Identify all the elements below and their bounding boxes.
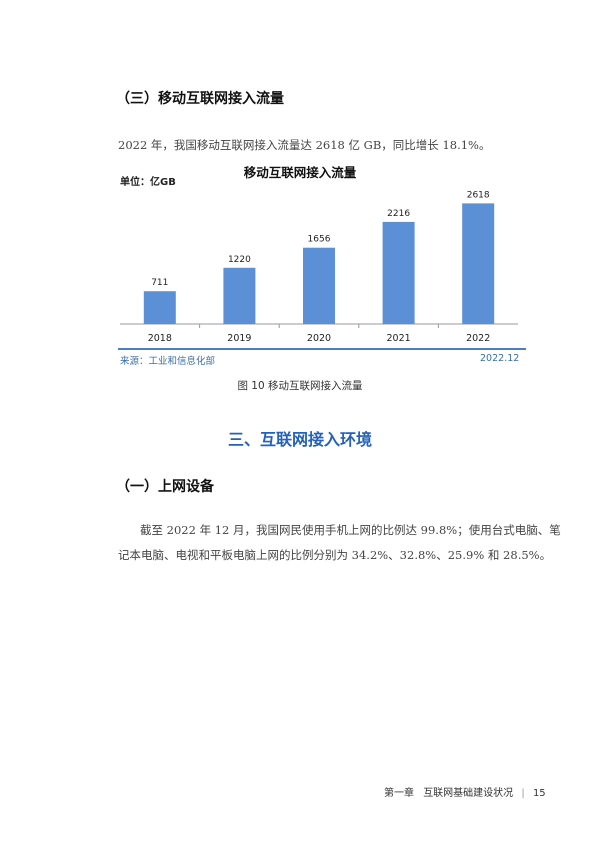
footer-chapter-title: 互联网基础建设状况 <box>423 788 514 799</box>
chart-unit-label: 单位：亿GB <box>120 177 176 188</box>
x-tick-label-2020: 2020 <box>307 333 331 344</box>
x-tick-label-2022: 2022 <box>466 333 490 344</box>
bar-chart: 711 2018 1220 2019 1656 2020 2216 2021 2618 2022 <box>120 190 518 344</box>
subsection-heading-devices: （一）上网设备 <box>116 479 214 495</box>
chart-date: 2022.12 <box>480 353 520 364</box>
footer-separator: | <box>521 788 525 799</box>
data-label-2022: 2618 <box>467 190 490 200</box>
footer-page-number: 15 <box>532 788 546 799</box>
chart-source: 来源：工业和信息化部 <box>120 356 216 367</box>
bar-2018 <box>143 291 176 324</box>
chart-title: 移动互联网接入流量 <box>243 165 357 180</box>
figure-caption: 图 10 移动互联网接入流量 <box>237 380 363 392</box>
x-tick-label-2019: 2019 <box>227 333 251 344</box>
data-label-2021: 2216 <box>387 209 410 219</box>
x-tick-label-2018: 2018 <box>148 333 172 344</box>
bar-2020 <box>303 247 335 324</box>
bar-2022 <box>462 203 495 324</box>
bar-2021 <box>382 221 415 324</box>
subsection-heading-mobile-traffic: （三）移动互联网接入流量 <box>116 91 284 107</box>
section-heading-access-environment: 三、互联网接入环境 <box>227 430 372 449</box>
data-label-2018: 711 <box>151 278 168 288</box>
paragraph-devices-line-2: 记本电脑、电视和平板电脑上网的比例分别为 34.2%、32.8%、25.9% 和… <box>118 548 552 562</box>
bar-2019 <box>223 267 256 324</box>
page-footer: 第一章 互联网基础建设状况 | 15 <box>384 784 546 799</box>
data-label-2019: 1220 <box>228 255 251 265</box>
paragraph-devices-line-1: 截至 2022 年 12 月，我国网民使用手机上网的比例达 99.8%；使用台式… <box>140 523 561 537</box>
data-label-2020: 1656 <box>308 235 331 245</box>
paragraph-mobile-traffic: 2022 年，我国移动互联网接入流量达 2618 亿 GB，同比增长 18.1%… <box>118 138 491 152</box>
x-tick-label-2021: 2021 <box>387 333 411 344</box>
footer-chapter: 第一章 <box>384 788 414 799</box>
chart-divider <box>118 348 526 350</box>
